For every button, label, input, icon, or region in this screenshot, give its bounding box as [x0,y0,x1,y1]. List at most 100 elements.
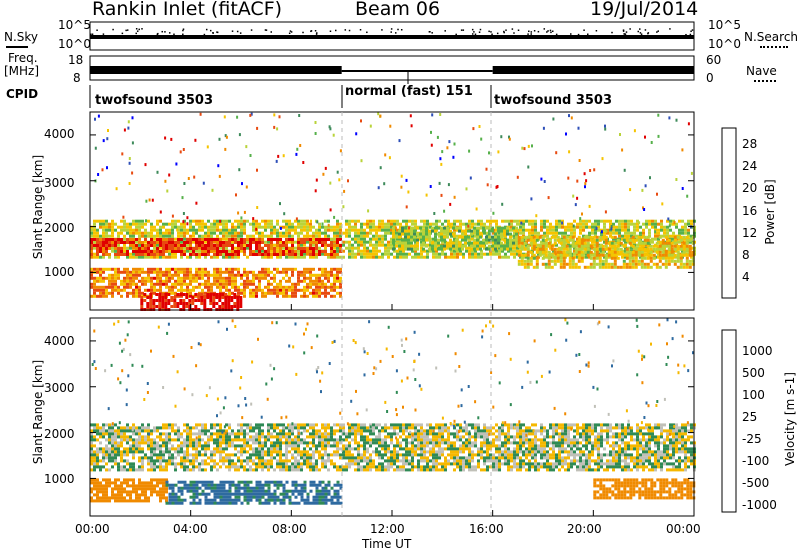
heatmap-cell [396,222,399,226]
heatmap-cell [228,219,231,223]
heatmap-cell [174,237,177,241]
heatmap-cell [218,174,221,178]
heatmap-cell [366,222,369,226]
heatmap-cell [123,267,126,271]
heatmap-cell [114,435,117,439]
heatmap-cell [219,273,222,277]
heatmap-cell [111,273,114,277]
heatmap-cell [604,241,608,245]
heatmap-cell [120,453,123,457]
heatmap-cell [177,444,180,448]
heatmap-cell [240,462,243,466]
heatmap-cell [192,231,195,235]
heatmap-cell [126,279,129,283]
heatmap-cell [357,219,360,223]
power-ytick: 4000 [44,127,75,141]
heatmap-cell [123,438,126,442]
heatmap-cell [267,432,270,436]
heatmap-cell [309,244,312,247]
heatmap-cell [261,468,264,472]
heatmap-cell [174,273,177,277]
heatmap-cell [90,234,93,238]
heatmap-cell [321,273,324,277]
heatmap-cell [209,302,213,305]
heatmap-cell [556,250,560,254]
heatmap-cell [114,228,117,232]
heatmap-cell [225,453,228,457]
heatmap-cell [468,252,471,256]
heatmap-cell [381,234,384,238]
heatmap-cell [494,241,497,245]
heatmap-cell [667,256,671,260]
heatmap-cell [318,276,321,280]
heatmap-cell [363,237,366,241]
heatmap-cell [589,253,593,257]
heatmap-cell [634,262,638,266]
heatmap-cell [243,282,246,286]
heatmap-cell [494,238,497,242]
heatmap-cell [258,459,261,463]
heatmap-cell [261,234,264,238]
heatmap-cell [405,178,408,182]
heatmap-cell [276,249,279,253]
heatmap-cell [228,255,231,259]
heatmap-cell [402,219,405,223]
heatmap-cell [342,240,345,244]
heatmap-cell [117,243,120,247]
heatmap-cell [120,444,123,448]
heatmap-cell [156,247,159,250]
heatmap-cell [636,228,639,232]
heatmap-cell [276,231,279,235]
heatmap-cell [549,228,552,232]
heatmap-cell [177,447,180,451]
heatmap-cell [231,231,234,235]
heatmap-cell [516,246,519,250]
heatmap-cell [405,252,408,256]
heatmap-cell [685,241,689,245]
heatmap-cell [629,188,632,192]
heatmap-cell [246,462,249,466]
heatmap-cell [495,222,498,226]
heatmap-cell [180,465,183,469]
heatmap-cell [655,262,659,266]
heatmap-cell [592,253,596,257]
heatmap-cell [455,241,458,245]
heatmap-cell [330,225,333,229]
heatmap-cell [234,241,237,244]
heatmap-cell [420,219,423,223]
heatmap-cell [336,285,339,289]
heatmap-cell [607,265,611,269]
heatmap-cell [456,249,459,253]
heatmap-cell [576,222,579,226]
heatmap-cell [276,267,279,271]
heatmap-cell [114,270,117,274]
heatmap-cell [267,270,270,274]
heatmap-cell [547,250,551,254]
heatmap-cell [123,253,126,256]
heatmap-cell [333,273,336,277]
heatmap-cell [510,225,513,229]
heatmap-cell [111,465,114,469]
power-colorbar-tick: 4 [742,270,750,284]
heatmap-cell [640,259,644,263]
heatmap-cell [96,288,99,292]
heatmap-cell [688,253,692,257]
heatmap-cell [189,267,192,271]
heatmap-cell [315,244,318,247]
heatmap-cell [237,456,240,460]
heatmap-cell [261,453,264,457]
heatmap-cell [168,279,171,283]
heatmap-cell [601,247,605,251]
heatmap-cell [621,255,624,259]
heatmap-cell [225,255,228,259]
heatmap-cell [303,252,306,256]
heatmap-cell [144,231,147,235]
heatmap-cell [171,276,174,280]
heatmap-cell [407,235,410,239]
heatmap-cell [105,453,108,457]
heatmap-cell [288,253,291,256]
heatmap-cell [613,259,617,263]
heatmap-cell [324,234,327,238]
heatmap-cell [165,441,168,445]
heatmap-cell [576,252,579,256]
